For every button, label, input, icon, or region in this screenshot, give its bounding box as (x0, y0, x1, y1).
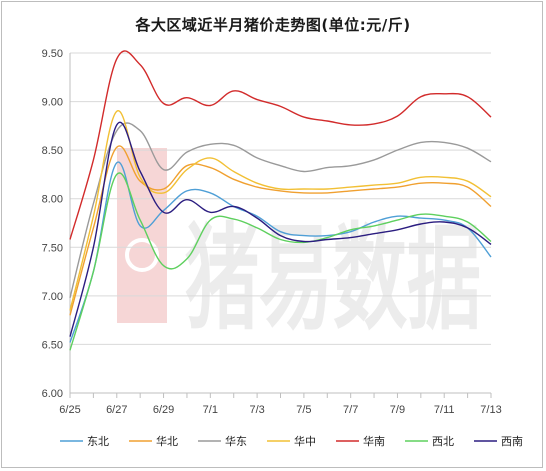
y-tick-label: 9.50 (42, 48, 63, 60)
legend-label: 华东 (225, 434, 247, 448)
x-tick-label: 7/5 (296, 404, 311, 416)
x-tick-label: 7/1 (203, 404, 218, 416)
x-tick-label: 7/9 (390, 404, 405, 416)
legend-label: 东北 (87, 435, 109, 448)
legend: 东北 华北 华东 华中 华南 西北 西南 (60, 434, 523, 448)
legend-item: 华中 (267, 434, 316, 448)
chart-title: 各大区域近半月猪价走势图(单位:元/斤) (135, 16, 411, 34)
watermark: 猪易数据 (117, 148, 481, 345)
legend-item: 西北 (405, 435, 454, 448)
y-tick-label: 6.00 (42, 388, 63, 400)
legend-label: 西北 (432, 435, 454, 448)
x-tick-label: 7/11 (434, 404, 455, 416)
y-tick-label: 8.50 (42, 145, 63, 157)
y-tick-label: 7.00 (42, 291, 63, 303)
legend-label: 华中 (294, 434, 316, 448)
grid (70, 52, 491, 345)
legend-item: 华北 (129, 434, 178, 448)
series-line-西南 (69, 121, 492, 337)
y-tick-label: 8.00 (42, 194, 63, 206)
legend-label: 西南 (501, 435, 523, 448)
y-tick-label: 9.00 (42, 97, 63, 109)
series-line-西北 (69, 172, 492, 351)
x-tick-label: 7/3 (249, 404, 264, 416)
axes: 6.00 6.50 7.00 7.50 8.00 8.50 9.00 9.50 6/25 6/27… (42, 48, 502, 416)
series-line-华南 (69, 50, 492, 240)
series-lines (69, 50, 492, 351)
series-line-华东 (69, 122, 492, 298)
series-line-华北 (69, 145, 492, 316)
y-tick-label: 7.50 (42, 242, 63, 254)
series-line-东北 (69, 161, 492, 343)
x-tick-label: 7/7 (343, 404, 358, 416)
x-tick-label: 6/29 (153, 404, 174, 416)
legend-label: 华南 (363, 434, 385, 448)
legend-item: 华东 (198, 434, 247, 448)
legend-item: 华南 (336, 434, 385, 448)
x-tick-label: 6/27 (106, 404, 127, 416)
y-tick-label: 6.50 (42, 339, 63, 351)
legend-item: 西南 (474, 435, 523, 448)
x-tick-label: 7/13 (480, 404, 501, 416)
legend-label: 华北 (156, 434, 178, 448)
legend-item: 东北 (60, 435, 109, 448)
x-tick-label: 6/25 (59, 404, 80, 416)
watermark-text: 猪易数据 (185, 211, 481, 345)
